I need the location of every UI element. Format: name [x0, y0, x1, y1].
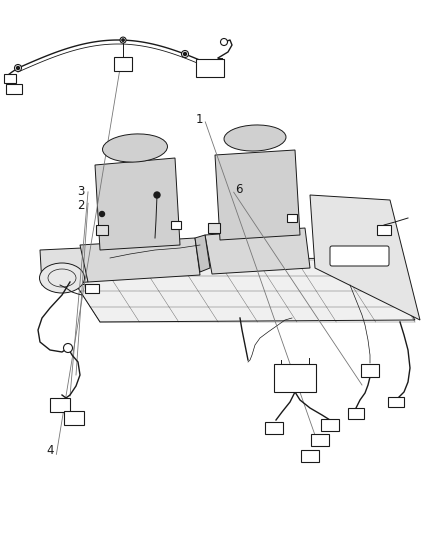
Circle shape — [220, 38, 227, 45]
Polygon shape — [80, 238, 200, 282]
Circle shape — [64, 343, 73, 352]
Bar — [321, 419, 339, 431]
Bar — [301, 450, 319, 462]
Bar — [6, 84, 22, 94]
Ellipse shape — [39, 263, 85, 293]
Bar — [311, 434, 329, 446]
Text: 4: 4 — [46, 444, 54, 457]
Bar — [287, 214, 297, 222]
Polygon shape — [195, 235, 210, 272]
Circle shape — [154, 192, 160, 198]
Bar — [388, 397, 404, 407]
Text: 6: 6 — [235, 183, 243, 196]
Bar — [274, 364, 316, 392]
Bar — [348, 408, 364, 418]
Text: 1: 1 — [195, 114, 203, 126]
Text: 3: 3 — [78, 185, 85, 198]
Circle shape — [181, 51, 188, 58]
Ellipse shape — [102, 134, 167, 162]
Circle shape — [99, 212, 105, 216]
Bar — [171, 221, 181, 229]
Bar — [265, 422, 283, 434]
Polygon shape — [60, 258, 415, 322]
Bar — [64, 411, 84, 425]
Bar — [114, 57, 132, 71]
Polygon shape — [215, 150, 300, 240]
Circle shape — [120, 37, 126, 43]
Polygon shape — [310, 195, 420, 320]
Circle shape — [17, 67, 20, 69]
Bar — [377, 225, 391, 235]
Circle shape — [66, 345, 71, 351]
Polygon shape — [40, 248, 88, 285]
Circle shape — [122, 39, 124, 41]
FancyBboxPatch shape — [330, 246, 389, 266]
Bar — [208, 223, 220, 233]
Polygon shape — [205, 228, 310, 274]
Bar — [196, 59, 224, 77]
Bar — [361, 364, 379, 376]
Polygon shape — [95, 158, 180, 250]
Circle shape — [14, 64, 21, 71]
Bar — [85, 284, 99, 293]
Bar — [50, 398, 70, 412]
Circle shape — [184, 52, 187, 55]
Bar — [96, 225, 108, 235]
Ellipse shape — [224, 125, 286, 151]
Bar — [4, 74, 16, 83]
Text: 2: 2 — [77, 199, 85, 212]
